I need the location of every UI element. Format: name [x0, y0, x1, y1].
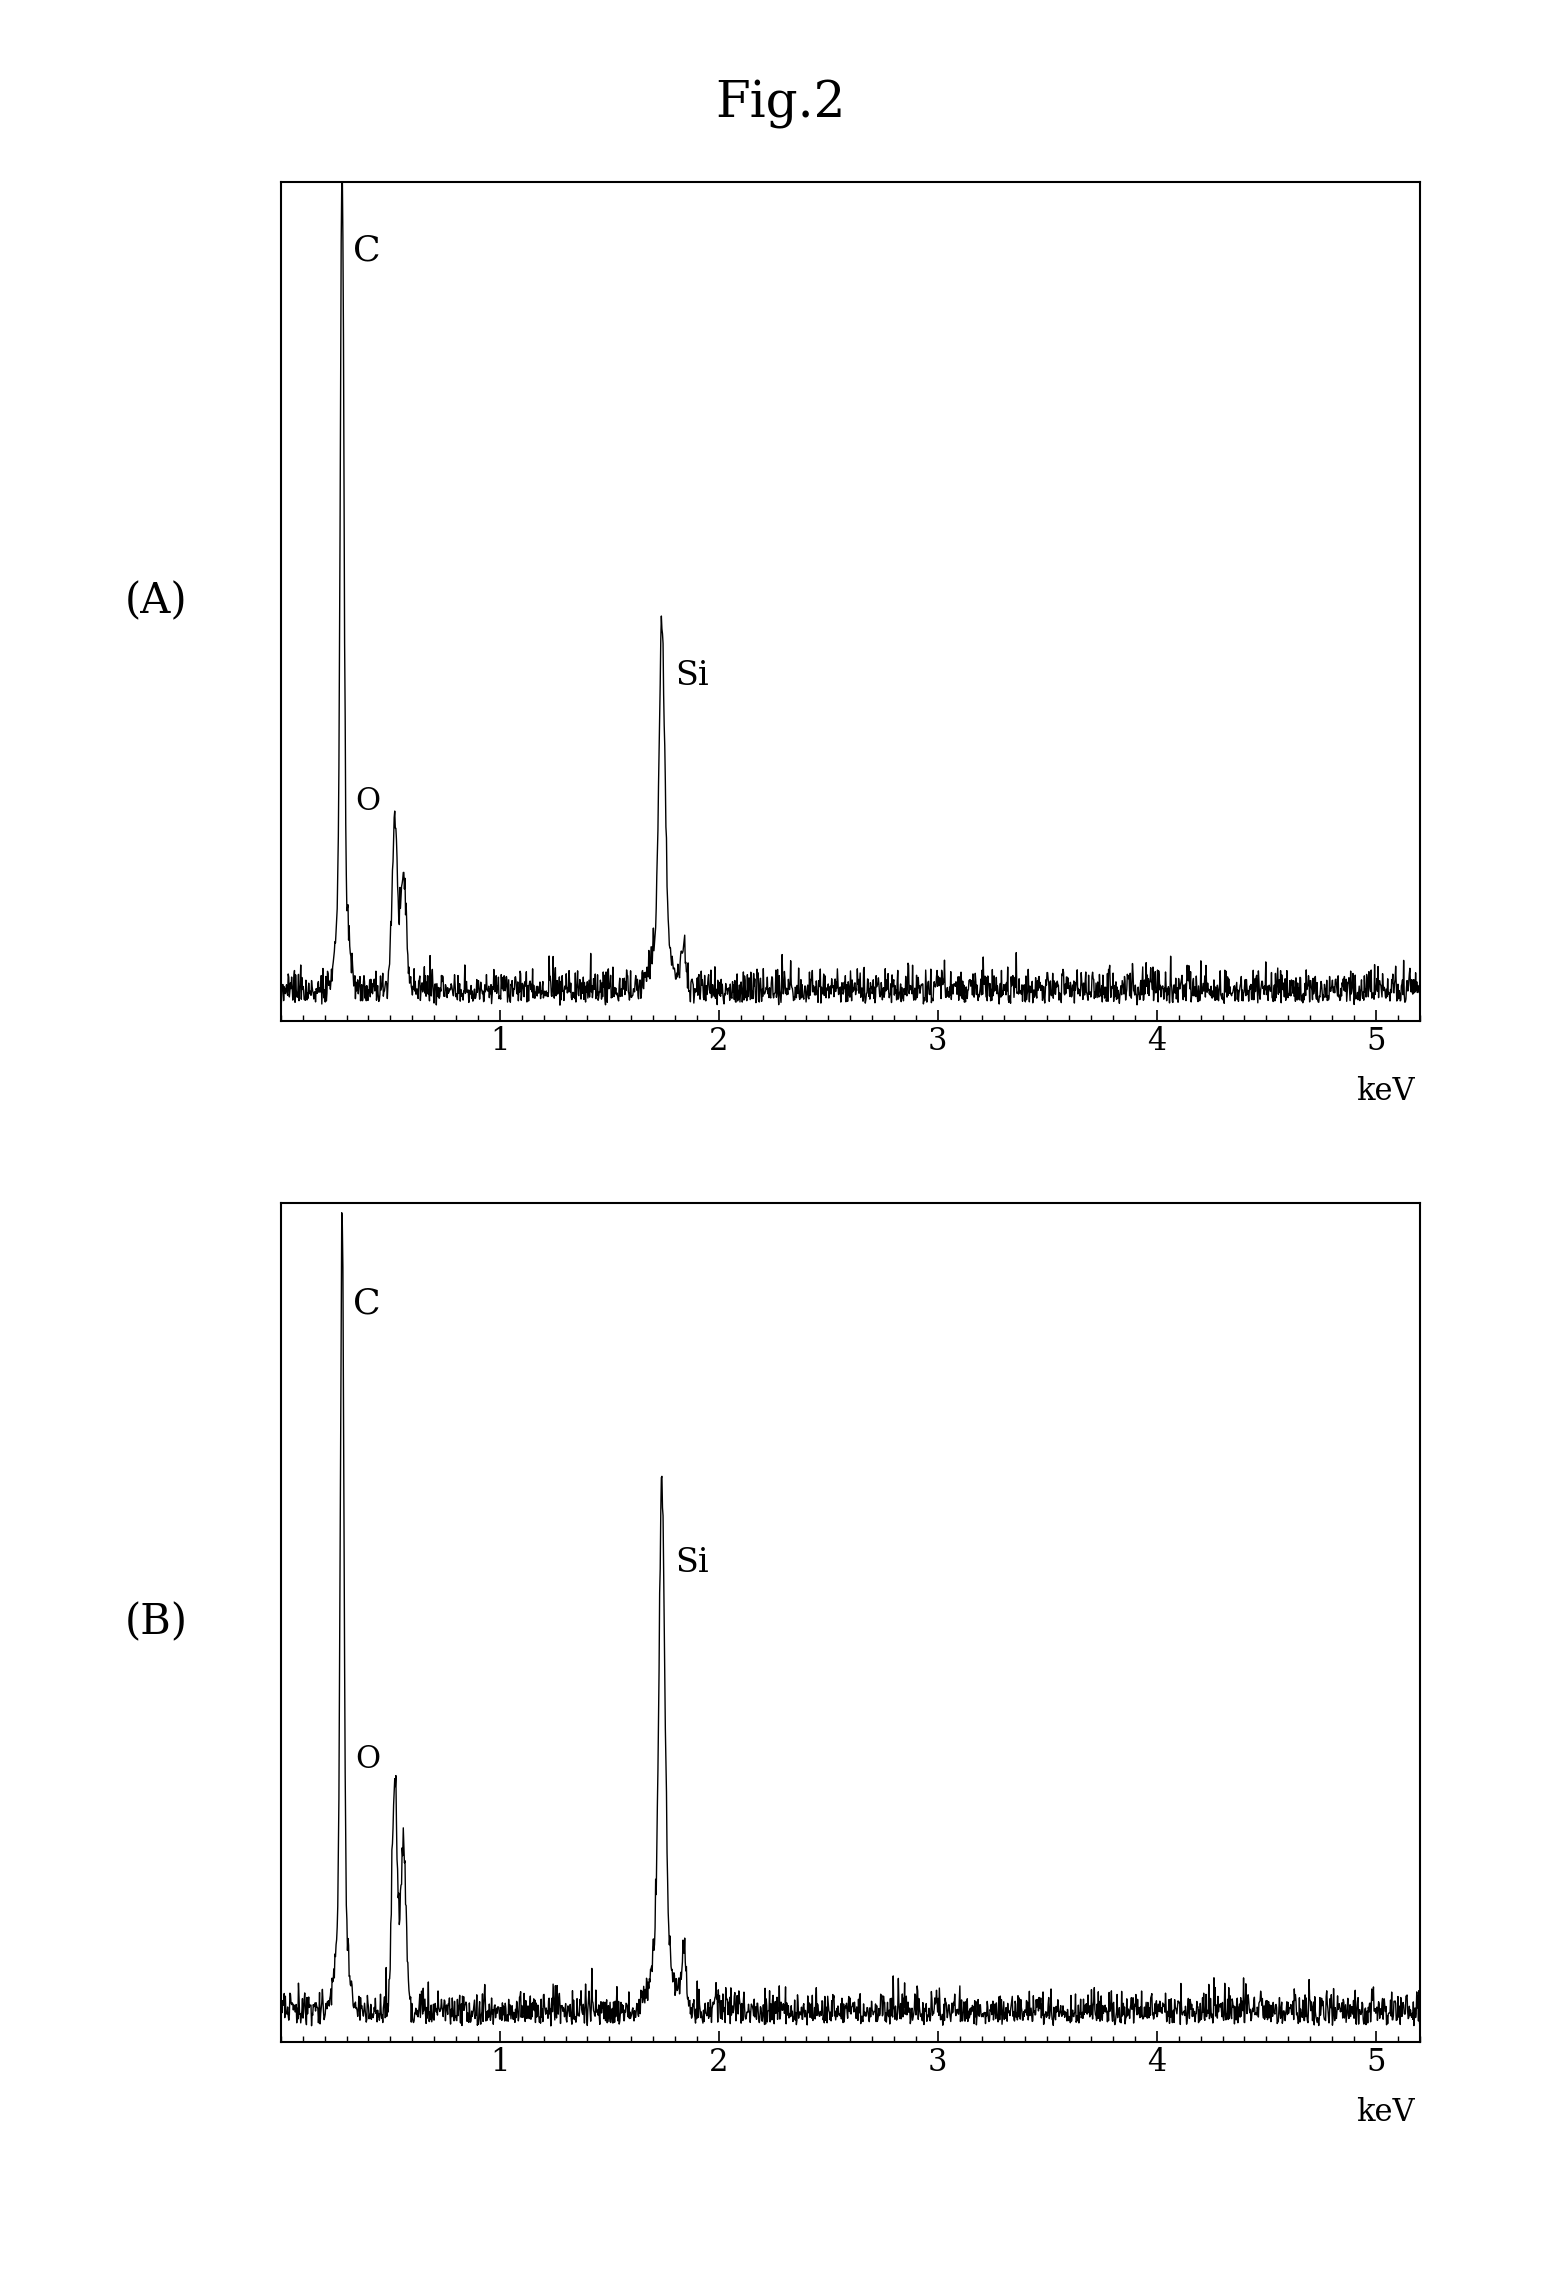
Text: C: C: [353, 234, 381, 268]
X-axis label: keV: keV: [1356, 2097, 1415, 2128]
Text: O: O: [356, 785, 381, 817]
Text: Si: Si: [675, 660, 708, 692]
Text: (B): (B): [125, 1602, 187, 1643]
Text: O: O: [356, 1745, 381, 1774]
Text: (A): (A): [125, 581, 187, 622]
Text: Fig.2: Fig.2: [714, 79, 846, 129]
X-axis label: keV: keV: [1356, 1076, 1415, 1107]
Text: C: C: [353, 1287, 381, 1321]
Text: Si: Si: [675, 1547, 708, 1579]
